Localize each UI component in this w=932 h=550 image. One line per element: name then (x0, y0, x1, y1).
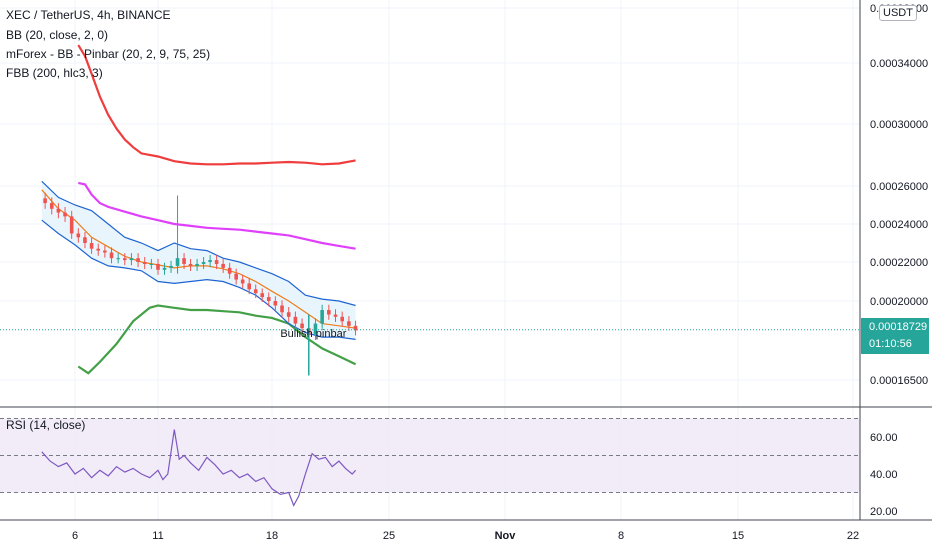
candle-body (234, 273, 238, 280)
time-tick-label: 22 (847, 530, 859, 542)
candle-body (293, 316, 298, 324)
price-tick-label: 0.00016500 (870, 375, 928, 387)
candle-body (327, 310, 331, 315)
price-tick-label: 0.00020000 (870, 296, 928, 308)
candle-body (253, 289, 258, 294)
rsi-tick-label: 40.00 (870, 469, 898, 481)
time-tick-label: 8 (618, 530, 624, 542)
rsi-line (41, 429, 357, 507)
candle-body (162, 267, 167, 270)
candle-body (320, 310, 324, 324)
current-price: 0.00018729 (869, 321, 928, 333)
candle-body (156, 263, 160, 270)
candle-body (49, 203, 54, 209)
rsi-tick-label: 60.00 (870, 432, 898, 444)
candle-body (214, 260, 219, 264)
candle-body (227, 267, 232, 274)
symbol-title: XEC / TetherUS, 4h, BINANCE (6, 8, 171, 22)
price-tick-label: 0.00034000 (870, 58, 928, 70)
candle-body (76, 233, 81, 238)
rsi-title[interactable]: RSI (14, close) (6, 418, 86, 432)
candle-body (103, 250, 107, 253)
time-tick-label: 25 (383, 530, 395, 542)
candle-body (273, 301, 278, 306)
bar-countdown: 01:10:56 (869, 338, 912, 350)
series-fbb-upper (77, 44, 356, 166)
candle-body (123, 258, 127, 261)
candle-body (89, 243, 94, 249)
candle-body (188, 263, 193, 266)
candle-body (280, 305, 284, 313)
candle-body (340, 316, 344, 322)
candle-body (56, 208, 61, 213)
candle-body (247, 283, 251, 290)
price-tick-label: 0.00026000 (870, 181, 928, 193)
bullish-pinbar-label: Bullish pinbar (280, 328, 346, 340)
indicator-bb[interactable]: BB (20, close, 2, 0) (6, 28, 109, 42)
candle-body (129, 258, 134, 261)
candle-body (169, 265, 173, 268)
current-price-tag: 0.00018729 01:10:56 (861, 318, 929, 354)
price-tick-label: 0.00030000 (870, 119, 928, 131)
candle-body (182, 258, 186, 264)
candle-body (136, 258, 140, 262)
candle-body (69, 216, 74, 234)
time-tick-label: 18 (266, 530, 278, 542)
time-tick-label: 15 (732, 530, 744, 542)
candle-body (353, 325, 358, 331)
currency-button[interactable]: USDT (879, 5, 917, 21)
indicator-pinbar[interactable]: mForex - BB - Pinbar (20, 2, 9, 75, 25) (6, 47, 211, 61)
candle-body (195, 263, 199, 266)
indicator-fbb[interactable]: FBB (200, hlc3, 3) (6, 66, 103, 80)
candle-body (63, 212, 67, 217)
rsi-tick-label: 20.00 (870, 506, 898, 518)
candle-body (221, 263, 225, 268)
candle-body (333, 314, 338, 317)
candle-body (201, 262, 206, 264)
series-bb-pinbar-band (78, 181, 356, 250)
candle-body (300, 323, 304, 329)
time-tick-label: Nov (495, 530, 517, 542)
candle-body (43, 198, 47, 204)
series-bb-upper (41, 180, 356, 307)
candle-body (116, 258, 120, 260)
candle-body (286, 312, 291, 317)
series-bb-lower (41, 219, 356, 340)
candle-body (208, 260, 212, 262)
candle-body (96, 248, 101, 251)
candle-body (142, 262, 147, 264)
candle-body (266, 297, 271, 301)
candle-body (149, 263, 154, 265)
time-tick-label: 6 (72, 530, 78, 542)
candle-body (240, 279, 245, 284)
candle-body (260, 293, 265, 298)
candle-body (83, 237, 87, 243)
time-tick-label: 11 (152, 530, 163, 542)
bb-fill-area (41, 181, 356, 340)
price-tick-label: 0.00022000 (870, 257, 928, 269)
price-tick-label: 0.00024000 (870, 219, 928, 231)
series-fbb-lower (77, 304, 357, 375)
candle-body (347, 321, 351, 326)
candle-body (109, 252, 114, 259)
